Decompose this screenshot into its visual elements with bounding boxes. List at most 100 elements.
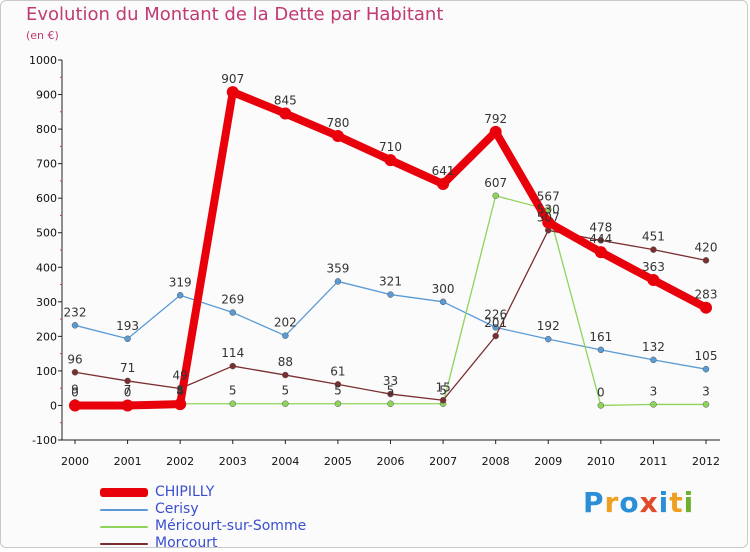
data-point bbox=[437, 178, 450, 191]
y-tick-label: 1000 bbox=[29, 54, 57, 67]
x-tick-label: 2010 bbox=[587, 455, 615, 468]
data-point bbox=[279, 107, 292, 120]
y-tick-label: -100 bbox=[32, 434, 57, 447]
legend-label: Cerisy bbox=[155, 501, 199, 517]
legend-label: CHIPILLY bbox=[155, 484, 215, 500]
data-point bbox=[597, 402, 605, 409]
series-lines bbox=[71, 88, 710, 410]
data-label: 3 bbox=[650, 384, 658, 398]
x-tick-label: 2002 bbox=[166, 455, 194, 468]
data-point bbox=[597, 346, 605, 354]
y-tick-label: 500 bbox=[36, 227, 57, 240]
data-label: 61 bbox=[330, 364, 345, 378]
data-label: 7 bbox=[124, 383, 132, 397]
legend-swatch bbox=[100, 488, 148, 497]
legend-label: Morcourt bbox=[155, 535, 218, 551]
chart-subtitle: (en €) bbox=[26, 29, 59, 42]
data-point bbox=[492, 192, 499, 200]
data-label: 319 bbox=[169, 275, 192, 289]
x-tick-label: 2011 bbox=[639, 455, 667, 468]
data-label: 5 bbox=[176, 384, 184, 398]
x-tick-label: 2007 bbox=[429, 455, 457, 468]
data-label: 269 bbox=[221, 293, 244, 307]
data-label: 114 bbox=[221, 346, 244, 360]
data-point bbox=[124, 377, 131, 385]
data-point bbox=[229, 362, 236, 370]
legend-swatch bbox=[100, 543, 148, 545]
data-point bbox=[492, 332, 499, 340]
data-label: 363 bbox=[642, 260, 665, 274]
data-label: 641 bbox=[432, 164, 455, 178]
data-points bbox=[69, 86, 712, 412]
data-point bbox=[700, 301, 712, 314]
x-tick-label: 2003 bbox=[219, 455, 247, 468]
data-label: 444 bbox=[589, 232, 612, 246]
data-point bbox=[282, 332, 289, 339]
data-point bbox=[334, 278, 342, 285]
logo-letter: r bbox=[604, 486, 620, 519]
y-tick-label: 100 bbox=[36, 365, 57, 378]
data-label: 0 bbox=[124, 385, 132, 399]
data-point bbox=[176, 292, 184, 299]
data-label: 202 bbox=[274, 316, 297, 330]
data-point bbox=[229, 309, 236, 316]
legend-swatch bbox=[100, 526, 148, 528]
data-label: 321 bbox=[379, 275, 402, 289]
data-label: 132 bbox=[642, 340, 665, 354]
data-label: 300 bbox=[432, 282, 455, 296]
data-point bbox=[439, 298, 447, 306]
data-label: 907 bbox=[221, 72, 244, 86]
data-label: 161 bbox=[589, 330, 612, 344]
series-line-chipilly bbox=[71, 88, 710, 410]
logo-letter: i bbox=[658, 486, 670, 519]
data-label: 49 bbox=[173, 369, 188, 383]
data-point bbox=[229, 400, 236, 407]
data-point bbox=[71, 369, 79, 376]
data-label: 0 bbox=[597, 385, 605, 399]
data-point bbox=[545, 335, 552, 343]
data-label: 845 bbox=[274, 94, 297, 108]
chart-title: Evolution du Montant de la Dette par Hab… bbox=[26, 4, 444, 25]
data-label: 232 bbox=[64, 305, 87, 319]
data-point bbox=[650, 401, 657, 408]
data-label: 201 bbox=[484, 316, 507, 330]
data-point bbox=[702, 401, 710, 408]
data-point bbox=[282, 400, 289, 407]
data-label: 226 bbox=[484, 307, 507, 321]
data-label: 96 bbox=[67, 352, 82, 366]
chart-axes: -100010020030040050060070080090010002000… bbox=[29, 54, 720, 468]
data-label: 0 bbox=[71, 385, 79, 399]
data-label: 193 bbox=[116, 319, 139, 333]
y-tick-label: 200 bbox=[36, 330, 57, 343]
x-tick-label: 2006 bbox=[377, 455, 405, 468]
data-point bbox=[702, 257, 710, 264]
data-label: 5 bbox=[334, 384, 342, 398]
legend-label: Méricourt-sur-Somme bbox=[155, 518, 307, 534]
y-tick-label: 0 bbox=[50, 399, 57, 412]
data-labels: 0 0 49078457807106417925304443632832321933… bbox=[64, 72, 718, 399]
data-label: 567 bbox=[537, 190, 560, 204]
data-point bbox=[597, 237, 605, 244]
data-label: 105 bbox=[695, 349, 718, 363]
data-point bbox=[71, 322, 79, 329]
data-label: 192 bbox=[537, 319, 560, 333]
data-point bbox=[121, 399, 134, 412]
x-tick-label: 2008 bbox=[482, 455, 510, 468]
logo-letter: o bbox=[619, 486, 640, 519]
data-label: 3 bbox=[702, 384, 710, 398]
data-point bbox=[439, 397, 447, 404]
data-label: 710 bbox=[379, 140, 402, 154]
data-label: 359 bbox=[326, 261, 349, 275]
x-tick-label: 2009 bbox=[534, 455, 562, 468]
x-tick-label: 2012 bbox=[692, 455, 720, 468]
y-tick-label: 700 bbox=[36, 158, 57, 171]
data-label: 792 bbox=[484, 112, 507, 126]
data-point bbox=[702, 365, 710, 373]
x-tick-label: 2004 bbox=[271, 455, 299, 468]
data-point bbox=[69, 399, 81, 412]
data-point bbox=[384, 154, 397, 167]
data-label: 530 bbox=[537, 202, 560, 216]
data-label: 9 bbox=[71, 382, 79, 396]
data-label: 88 bbox=[278, 355, 293, 369]
